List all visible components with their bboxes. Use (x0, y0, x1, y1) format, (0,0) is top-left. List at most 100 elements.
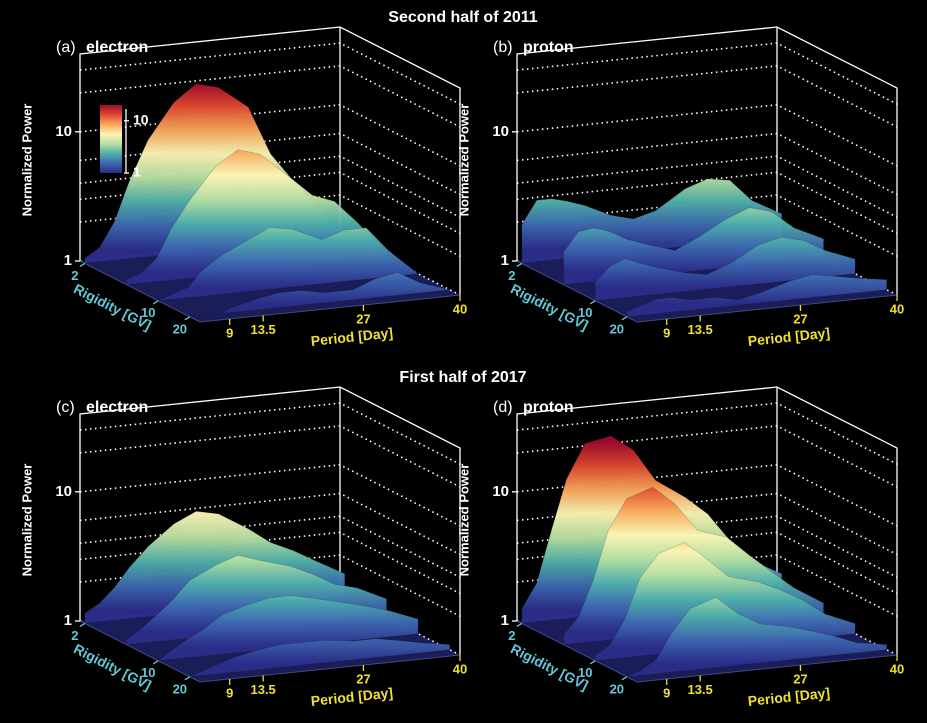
z-tick-label: 1 (501, 612, 509, 629)
z-axis-label: Normalized Power (456, 104, 471, 217)
panel-label: (b) (493, 39, 513, 56)
grid-line (516, 425, 898, 488)
grid-line (79, 425, 461, 488)
axis-line (516, 620, 898, 683)
z-axis-label: Normalized Power (456, 464, 471, 577)
y-tick-label: 20 (610, 681, 624, 696)
grid-line (79, 171, 461, 235)
grid-line (516, 155, 898, 218)
x-tick-label: 27 (793, 671, 807, 686)
y-tick-label: 10 (578, 305, 592, 320)
grid-line (79, 155, 461, 218)
axis-line (79, 620, 461, 683)
y-tick (184, 316, 191, 321)
grid-line (79, 132, 461, 196)
y-tick-label: 20 (173, 321, 187, 336)
grid-line (79, 492, 461, 556)
grid-line (516, 554, 898, 617)
colorbar-tick-label: 1 (133, 164, 141, 180)
z-axis-label: Normalized Power (19, 464, 34, 577)
surface-slice (189, 638, 451, 678)
grid-line (79, 531, 461, 595)
row-title: First half of 2017 (399, 369, 526, 386)
axis-line (79, 260, 461, 323)
grid-line (516, 463, 898, 527)
x-tick-label: 13.5 (687, 682, 712, 697)
grid-line (516, 103, 898, 167)
z-tick-label: 10 (492, 123, 509, 140)
y-tick (516, 622, 523, 628)
y-tick (79, 262, 86, 268)
surface-slice (594, 236, 856, 302)
x-tick-label: 13.5 (250, 682, 275, 697)
grid-line (79, 194, 461, 257)
x-tick-label: 9 (663, 685, 670, 700)
colorbar (100, 105, 122, 173)
x-tick-label: 27 (793, 311, 807, 326)
x-tick-label: 40 (890, 301, 904, 316)
grid-line (79, 65, 461, 128)
grid-line (516, 515, 898, 578)
x-tick-label: 13.5 (250, 322, 275, 337)
y-tick-label: 2 (508, 268, 515, 283)
surface-slice (189, 272, 450, 318)
y-tick (184, 676, 191, 681)
y-tick-label: 2 (71, 268, 78, 283)
x-tick-label: 40 (890, 661, 904, 676)
y-tick-label: 10 (578, 665, 592, 680)
grid-line (516, 42, 898, 105)
y-tick (152, 300, 159, 305)
z-tick-label: 1 (64, 612, 72, 629)
y-tick-label: 20 (173, 681, 187, 696)
y-tick (621, 676, 628, 681)
y-tick (621, 316, 628, 321)
z-axis-label: Normalized Power (19, 104, 34, 217)
panel-title: proton (523, 39, 574, 56)
z-tick-label: 10 (55, 123, 72, 140)
grid-line (516, 65, 898, 128)
grid-line (516, 132, 898, 196)
x-tick-label: 40 (453, 661, 467, 676)
grid-line (79, 463, 461, 527)
grid-line (516, 194, 898, 257)
y-tick (516, 262, 523, 268)
grid-line (79, 515, 461, 578)
z-tick-label: 10 (492, 483, 509, 500)
grid-line (516, 402, 898, 465)
row-title: Second half of 2011 (388, 9, 537, 26)
panel-title: electron (86, 399, 148, 416)
surface-slice (158, 227, 420, 302)
axis-line (516, 260, 898, 323)
panel-label: (a) (56, 39, 76, 56)
x-tick-label: 13.5 (687, 322, 712, 337)
y-tick-label: 2 (508, 628, 515, 643)
y-tick-label: 10 (141, 305, 155, 320)
x-tick-label: 9 (226, 685, 233, 700)
colorbar-tick-label: 10 (133, 111, 149, 127)
x-tick-label: 40 (453, 301, 467, 316)
grid-line (79, 42, 461, 105)
x-tick-label: 27 (356, 311, 370, 326)
z-tick-label: 1 (501, 252, 509, 269)
y-tick-label: 20 (610, 321, 624, 336)
y-tick (79, 622, 86, 628)
x-tick-label: 9 (226, 325, 233, 340)
grid-line (516, 492, 898, 556)
x-tick-label: 9 (663, 325, 670, 340)
y-tick (152, 660, 159, 665)
z-tick-label: 1 (64, 252, 72, 269)
grid-line (79, 103, 461, 167)
surface-slice (156, 595, 419, 662)
panel-label: (c) (56, 399, 75, 416)
x-tick-label: 27 (356, 671, 370, 686)
z-tick-label: 10 (55, 483, 72, 500)
y-tick (589, 300, 596, 305)
grid-line (516, 171, 898, 235)
surface-slice (626, 274, 888, 318)
grid-line (516, 531, 898, 595)
y-tick-label: 2 (71, 628, 78, 643)
panel-title: proton (523, 399, 574, 416)
grid-line (79, 402, 461, 465)
y-tick-label: 10 (141, 665, 155, 680)
